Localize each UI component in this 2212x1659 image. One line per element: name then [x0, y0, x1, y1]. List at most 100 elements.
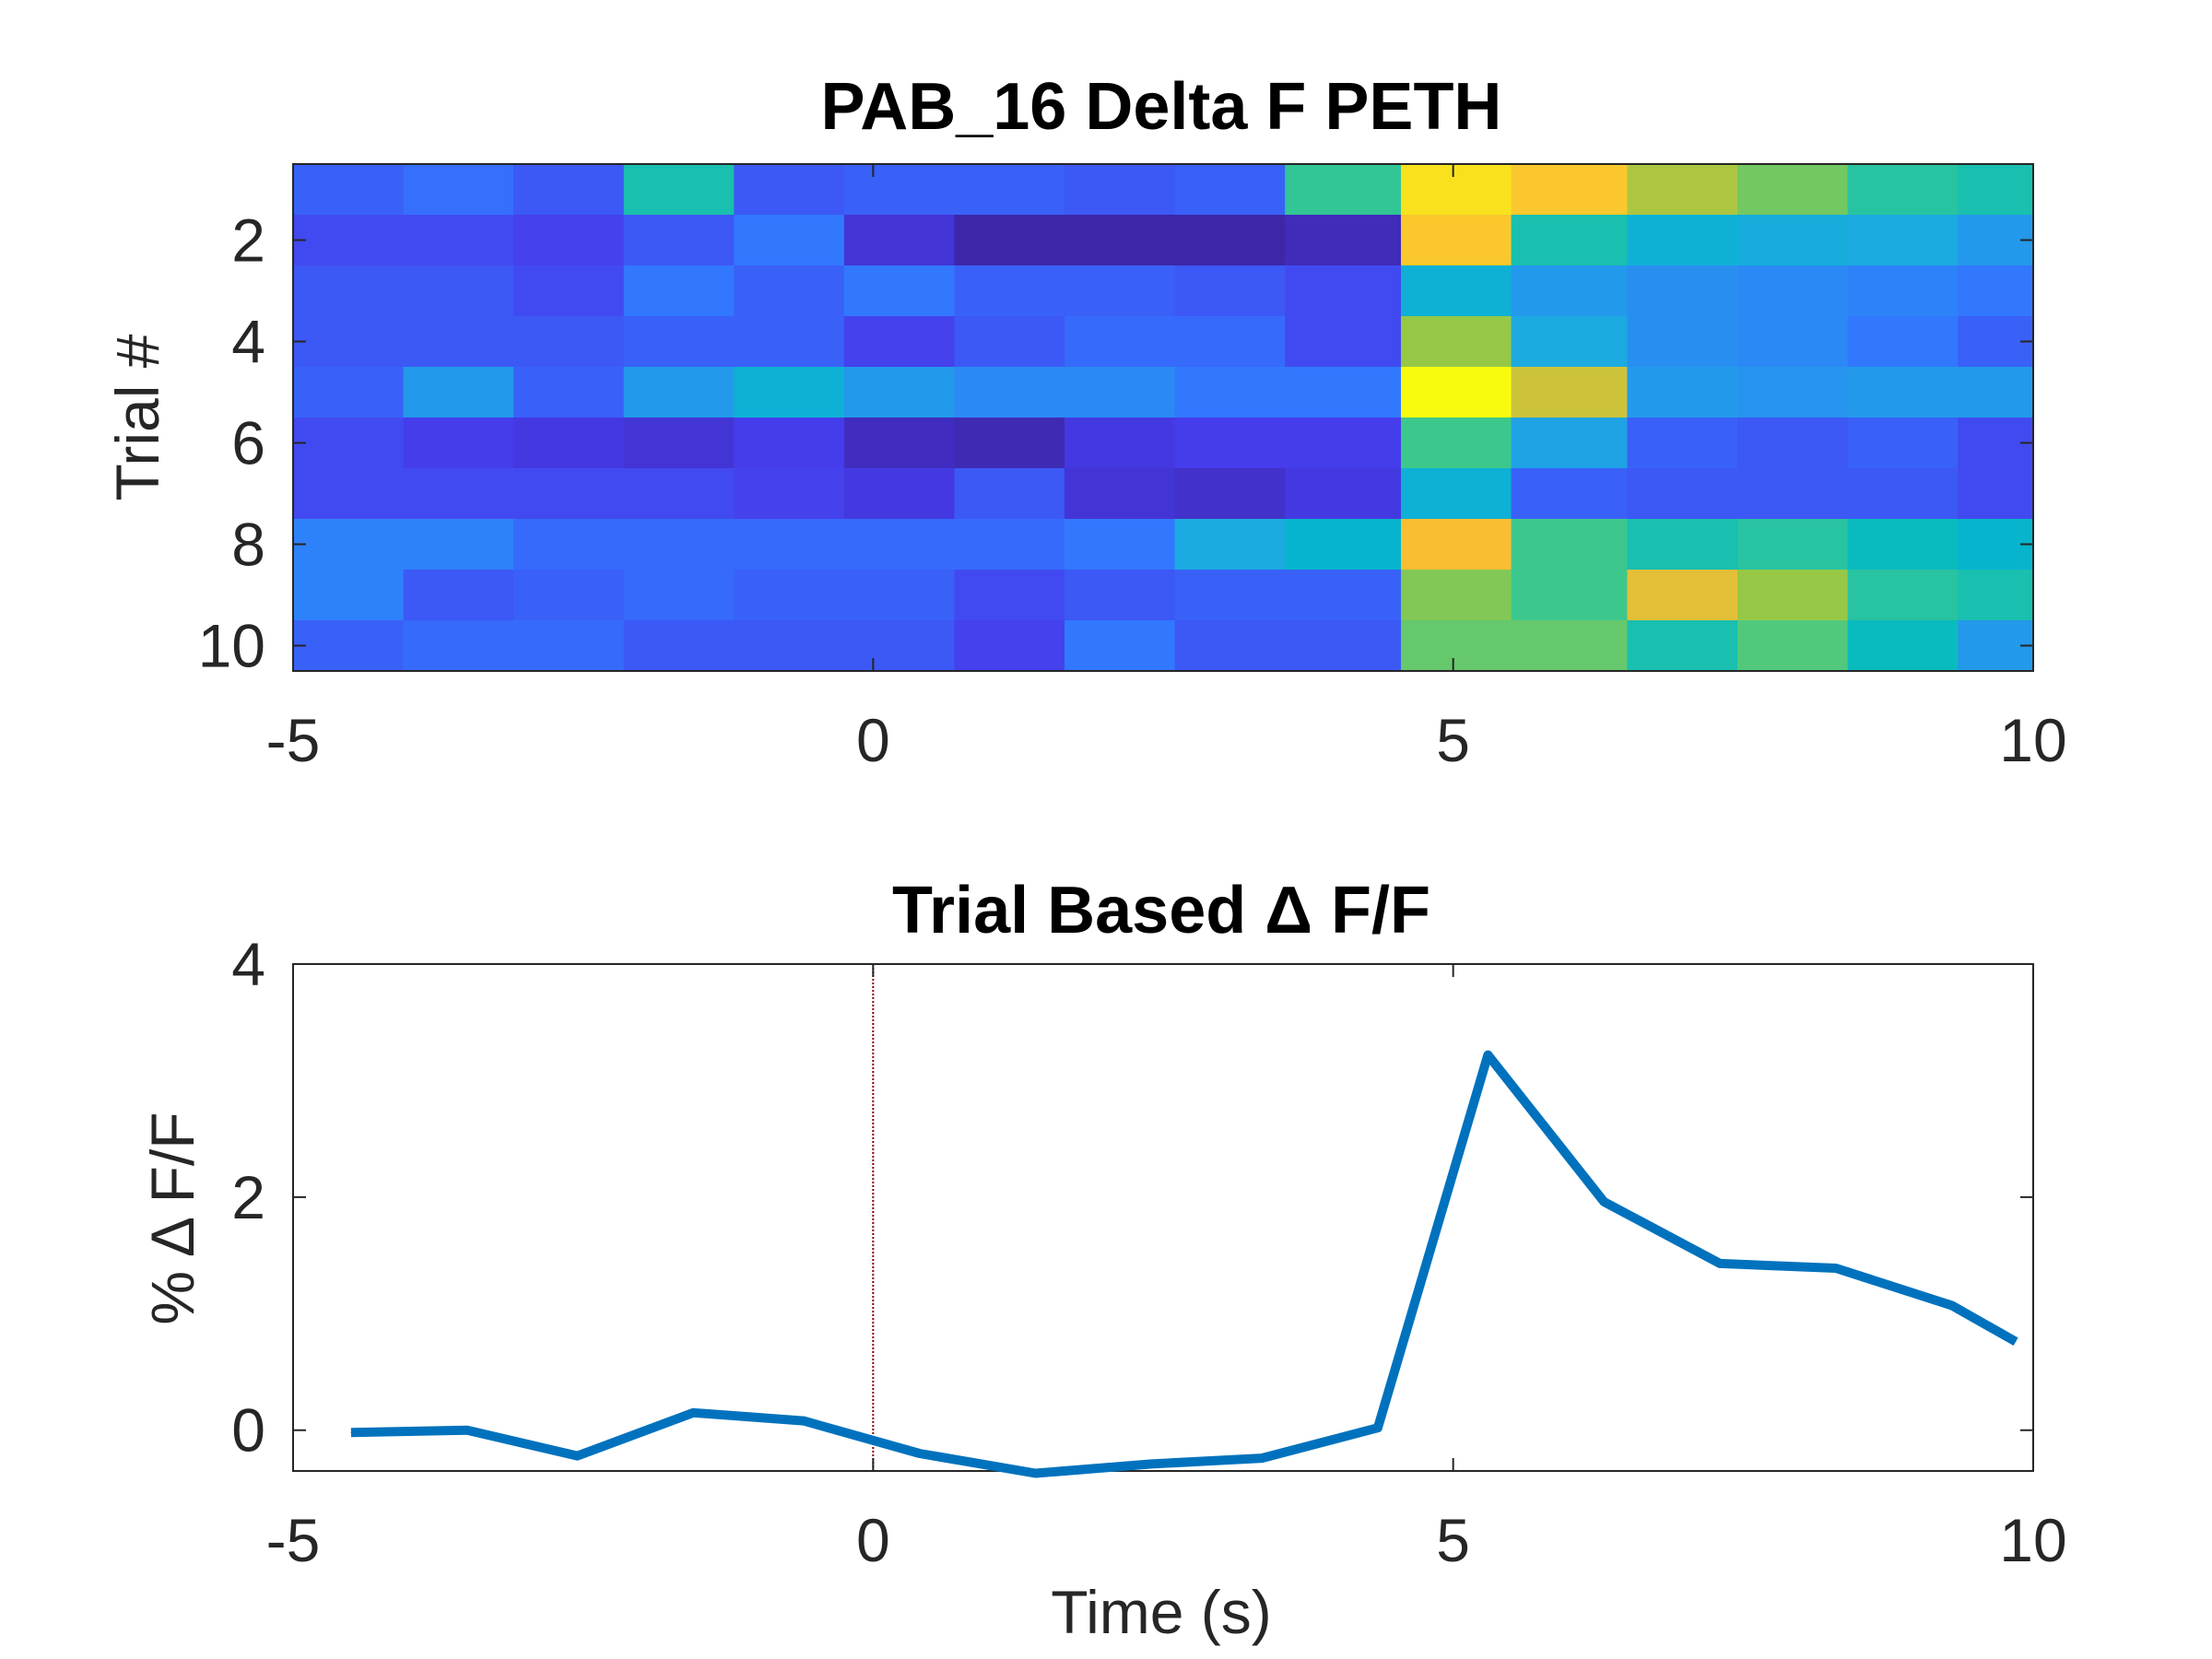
heatmap-cell: [623, 570, 735, 621]
heatmap-cell: [1847, 570, 1959, 621]
heatmap-cell: [1958, 265, 2034, 317]
heatmap-cell: [954, 418, 1065, 469]
heatmap-cell: [1847, 620, 1959, 672]
heatmap-cell: [843, 519, 956, 571]
heatmap-cell: [1627, 215, 1738, 266]
heatmap-cell: [1627, 570, 1738, 621]
heatmap-cell: [1511, 265, 1629, 317]
heatmap-cell: [1285, 265, 1402, 317]
heatmap-cell: [1285, 418, 1402, 469]
heatmap-cell: [513, 265, 625, 317]
heatmap-cell: [403, 316, 514, 368]
heatmap-cell: [1065, 367, 1176, 418]
heatmap-cell: [623, 215, 735, 266]
heatmap-cell: [843, 418, 956, 469]
heatmap-cell: [293, 620, 405, 672]
heatmap-cell: [1627, 367, 1738, 418]
heatmap-cell: [1627, 519, 1738, 571]
heatmap-cell: [1627, 316, 1738, 368]
series-point: [1377, 1427, 1379, 1429]
heatmap-cell: [1174, 215, 1286, 266]
series-point: [692, 1412, 694, 1414]
heatmap-cell: [403, 519, 514, 571]
heatmap-cell: [403, 418, 514, 469]
heatmap-cell: [623, 265, 735, 317]
heatmap-cell: [513, 570, 625, 621]
heatmap-cell: [843, 570, 956, 621]
heatmap-cell: [954, 367, 1065, 418]
heatmap-cell: [1847, 265, 1959, 317]
line-axes-box: [292, 963, 2034, 1472]
heatmap-cell: [513, 367, 625, 418]
heatmap-cell: [293, 519, 405, 571]
heatmap-cell: [1174, 620, 1286, 672]
heatmap-cell: [1401, 316, 1512, 368]
heatmap-cell: [293, 367, 405, 418]
heatmap-cell: [1737, 265, 1849, 317]
heatmap-cell: [954, 164, 1065, 216]
heatmap-cell: [1401, 468, 1512, 520]
heatmap-cell: [734, 519, 845, 571]
heatmap-cell: [954, 215, 1065, 266]
heatmap-cell: [1847, 164, 1959, 216]
heatmap-cell: [734, 265, 845, 317]
heatmap-cell: [403, 164, 514, 216]
heatmap-cells: [293, 164, 2034, 672]
series-line: [350, 1050, 2018, 1478]
heatmap-cell: [513, 418, 625, 469]
heatmap-cell: [734, 620, 845, 672]
line-ylabel: % Δ F/F: [138, 1112, 206, 1324]
heatmap-cell: [1285, 215, 1402, 266]
heatmap-cell: [1174, 367, 1286, 418]
line-x-tick-label: 5: [1436, 1506, 1470, 1574]
heatmap-cell: [734, 215, 845, 266]
heatmap-cell: [1847, 215, 1959, 266]
heatmap-cell: [1174, 164, 1286, 216]
heatmap-cell: [1511, 418, 1629, 469]
heatmap-cell: [1847, 316, 1959, 368]
heatmap-cell: [1401, 164, 1512, 216]
heatmap-cell: [293, 316, 405, 368]
heatmap-cell: [513, 316, 625, 368]
heatmap-cell: [1958, 468, 2034, 520]
heatmap-cell: [1958, 164, 2034, 216]
heatmap-cell: [1285, 570, 1402, 621]
line-x-tick-label: 0: [856, 1506, 890, 1574]
heatmap-cell: [734, 316, 845, 368]
series-point: [919, 1453, 921, 1454]
heatmap-cell: [1401, 519, 1512, 571]
heatmap-cell: [513, 164, 625, 216]
heatmap-cell: [1847, 367, 1959, 418]
heatmap-cell: [954, 519, 1065, 571]
line-x-tick-label: 10: [1999, 1506, 2066, 1574]
heatmap-axes-box: [292, 163, 2034, 672]
heatmap-cell: [1958, 367, 2034, 418]
heatmap-cell: [513, 468, 625, 520]
heatmap-cell: [843, 164, 956, 216]
series-point: [576, 1455, 578, 1457]
heatmap-cell: [293, 418, 405, 469]
heatmap-cell: [1737, 570, 1849, 621]
heatmap-cell: [403, 265, 514, 317]
heatmap-cell: [623, 164, 735, 216]
heatmap-cell: [843, 468, 956, 520]
heatmap-x-tick-label: -5: [266, 706, 321, 774]
heatmap-cell: [1401, 367, 1512, 418]
heatmap-cell: [623, 468, 735, 520]
heatmap-cell: [623, 418, 735, 469]
heatmap-cell: [1737, 164, 1849, 216]
heatmap-cell: [1174, 316, 1286, 368]
heatmap-cell: [843, 620, 956, 672]
heatmap-cell: [623, 519, 735, 571]
heatmap-cell: [1737, 418, 1849, 469]
heatmap-cell: [1174, 570, 1286, 621]
heatmap-cell: [1401, 570, 1512, 621]
heatmap-cell: [1511, 215, 1629, 266]
heatmap-cell: [843, 316, 956, 368]
heatmap-cell: [1627, 265, 1738, 317]
heatmap-cell: [1627, 468, 1738, 520]
heatmap-cell: [1737, 215, 1849, 266]
heatmap-cell: [1285, 367, 1402, 418]
